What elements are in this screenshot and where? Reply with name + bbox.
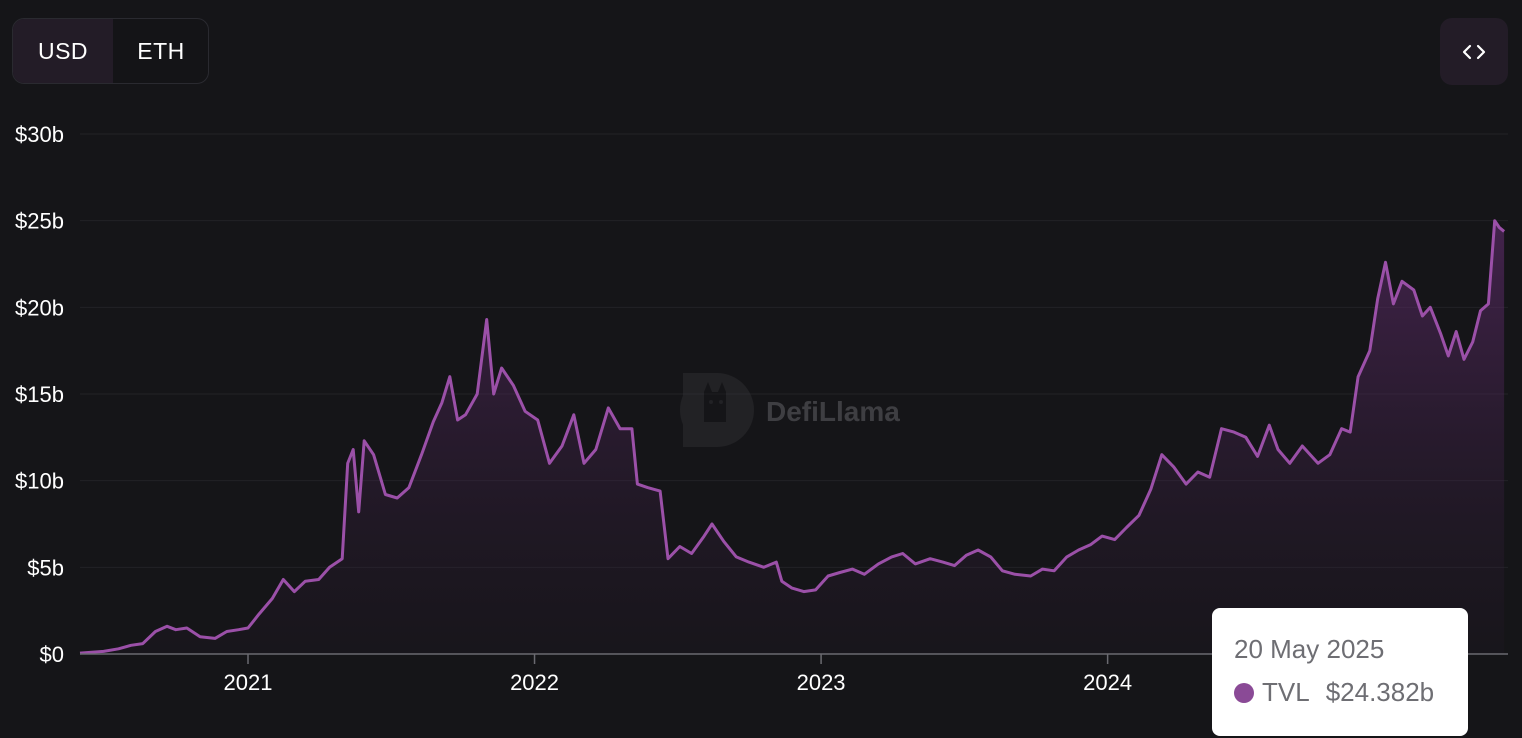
- tvl-area-fill: [80, 220, 1505, 654]
- x-tick-label: 2022: [510, 670, 559, 695]
- tooltip-series-name: TVL: [1262, 677, 1310, 707]
- x-tick-label: 2023: [797, 670, 846, 695]
- y-tick-label: $20b: [15, 295, 64, 320]
- chart-tooltip: 20 May 2025 TVL $24.382b: [1212, 608, 1468, 736]
- usd-toggle-button[interactable]: USD: [13, 19, 113, 83]
- tooltip-value: $24.382b: [1325, 677, 1435, 707]
- y-tick-label: $5b: [27, 555, 64, 580]
- x-tick-label: 2024: [1083, 670, 1132, 695]
- y-axis: $0 $5b $10b $15b $20b $25b $30b: [15, 122, 64, 667]
- code-brackets-icon: [1462, 44, 1486, 59]
- x-tick-label: 2021: [224, 670, 273, 695]
- tooltip-series-row: TVL $24.382b: [1234, 677, 1468, 708]
- y-tick-label: $15b: [15, 382, 64, 407]
- x-axis: 2021 2022 2023 2024: [224, 654, 1132, 695]
- tooltip-date: 20 May 2025: [1234, 634, 1385, 664]
- eth-toggle-button[interactable]: ETH: [137, 37, 185, 64]
- y-tick-label: $0: [40, 642, 64, 667]
- watermark-text: DefiLlama: [766, 396, 900, 427]
- y-tick-label: $10b: [15, 469, 64, 494]
- llama-logo-icon: [680, 373, 754, 447]
- series-color-dot: [1234, 682, 1254, 703]
- currency-toggle: USD ETH: [12, 18, 209, 84]
- embed-code-button[interactable]: [1440, 18, 1508, 85]
- tvl-series-line: [79, 219, 1506, 655]
- watermark: DefiLlama: [680, 373, 900, 447]
- y-tick-label: $25b: [15, 209, 64, 234]
- y-tick-label: $30b: [15, 122, 64, 147]
